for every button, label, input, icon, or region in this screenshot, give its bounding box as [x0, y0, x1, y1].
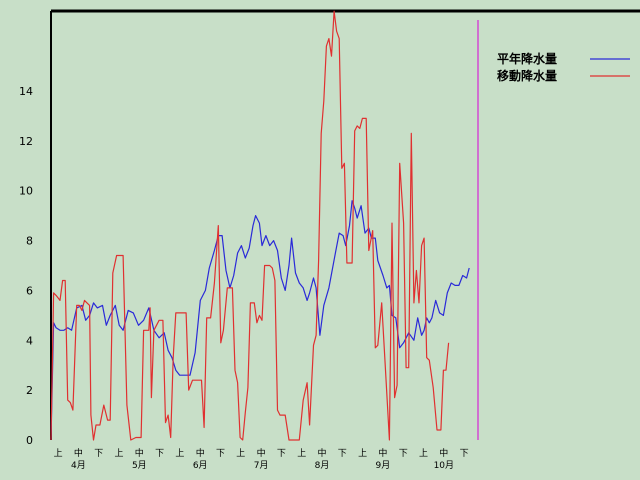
x-dekad-label: 上 — [236, 448, 245, 459]
x-dekad-label: 下 — [338, 449, 347, 459]
series-lines — [50, 10, 470, 441]
y-tick-label: 14 — [19, 85, 33, 98]
x-month-label: 10月 — [434, 460, 454, 471]
y-tick-label: 4 — [26, 334, 33, 347]
x-dekad-label: 中 — [317, 447, 326, 459]
x-month-label: 8月 — [315, 460, 330, 471]
plot-frame — [50, 9, 640, 440]
x-dekad-label: 中 — [135, 447, 144, 459]
y-tick-label: 2 — [26, 384, 33, 397]
x-dekad-label: 上 — [114, 448, 123, 459]
x-month-label: 9月 — [376, 460, 391, 471]
x-month-label: 7月 — [254, 460, 269, 471]
x-dekad-label: 中 — [439, 447, 448, 459]
x-dekad-label: 下 — [216, 449, 225, 459]
x-dekad-label: 下 — [94, 449, 103, 459]
x-dekad-label: 中 — [74, 447, 83, 459]
x-dekad-label: 下 — [399, 449, 408, 459]
y-axis-ticks: 0 2 4 6 8 10 12 14 — [19, 85, 33, 447]
x-month-label: 6月 — [193, 460, 208, 471]
x-dekad-label: 下 — [277, 449, 286, 459]
x-month-label: 5月 — [132, 460, 147, 471]
y-tick-label: 10 — [19, 185, 33, 198]
x-dekad-label: 上 — [419, 448, 428, 459]
x-dekad-label: 上 — [297, 448, 306, 459]
series-line-normal — [50, 200, 470, 441]
y-tick-label: 8 — [26, 235, 33, 248]
x-dekad-label: 下 — [460, 449, 469, 459]
x-dekad-label: 中 — [257, 447, 266, 459]
y-tick-label: 6 — [26, 284, 33, 297]
x-axis-ticks: 上中下上中下上中下上中下上中下上中下上中下4月 5月 6月 7月 8月 9月 10月 — [54, 447, 469, 471]
legend-label: 平年降水量 — [497, 51, 557, 66]
x-dekad-label: 上 — [54, 448, 63, 459]
x-dekad-label: 上 — [175, 448, 184, 459]
y-tick-label: 0 — [26, 434, 33, 447]
y-tick-label: 12 — [19, 135, 33, 148]
x-dekad-label: 中 — [196, 447, 205, 459]
x-dekad-label: 上 — [358, 448, 367, 459]
legend-label: 移動降水量 — [497, 68, 557, 83]
x-dekad-label: 下 — [155, 449, 164, 459]
series-line-moving — [50, 10, 450, 441]
x-dekad-label: 中 — [378, 447, 387, 459]
x-month-label: 4月 — [71, 460, 86, 471]
